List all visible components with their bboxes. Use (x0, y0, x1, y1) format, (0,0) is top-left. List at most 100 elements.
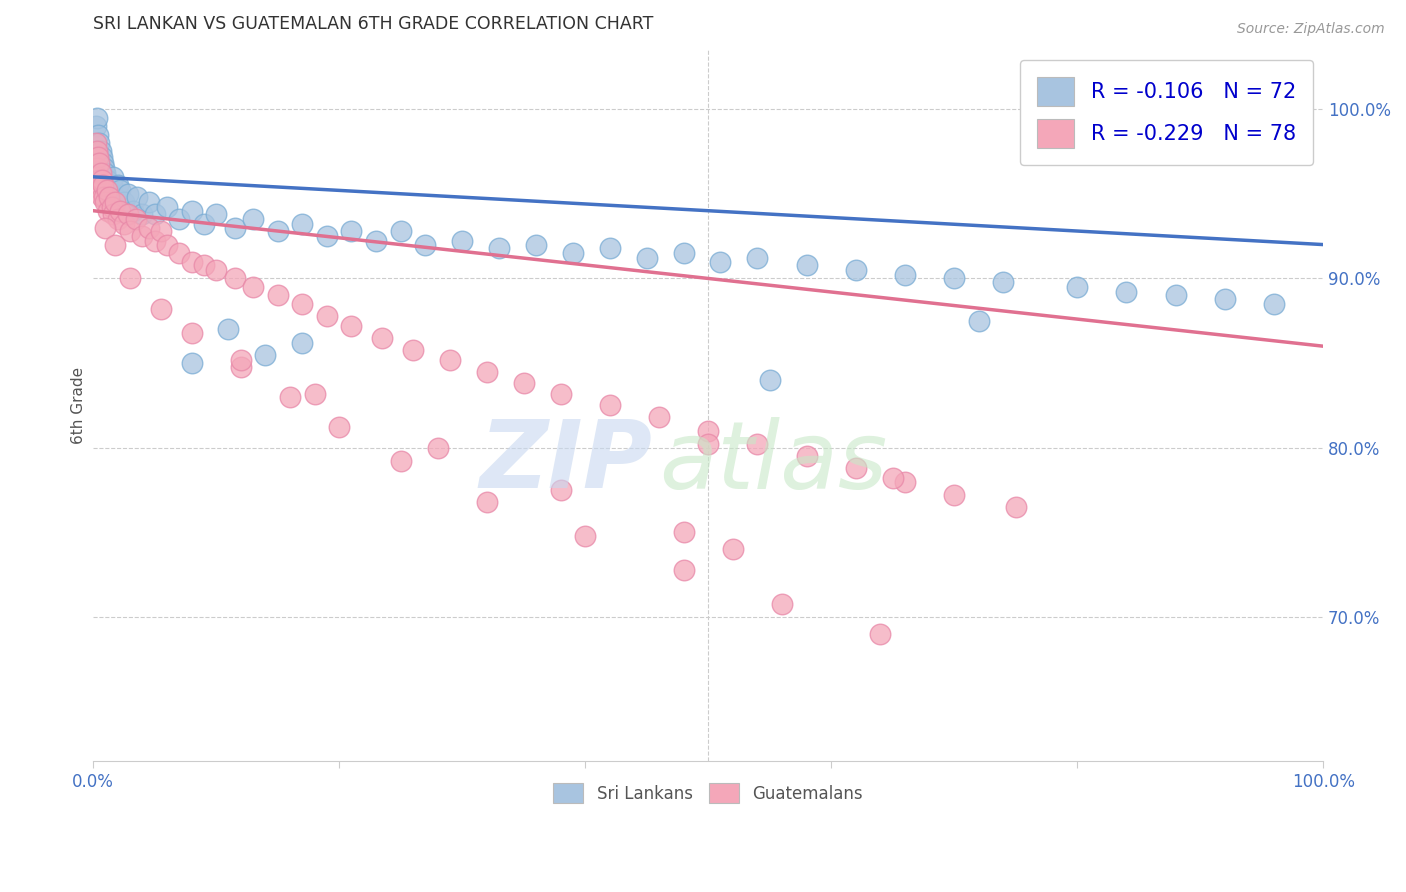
Point (180, 203, 202, 218)
Point (149, 224, 172, 238)
Point (550, 386, 572, 401)
Point (697, 424, 720, 438)
Point (266, 224, 288, 238)
Point (131, 207, 153, 221)
Point (304, 386, 326, 401)
Point (845, 263, 868, 277)
Point (648, 410, 671, 425)
Point (138, 195, 160, 210)
Point (112, 195, 135, 210)
Point (796, 258, 818, 272)
Point (100, 200, 122, 214)
Point (93, 161, 115, 176)
Point (87, 153, 110, 167)
Point (91, 156, 114, 170)
Point (1164, 288, 1187, 302)
Point (143, 207, 166, 221)
Point (205, 207, 228, 221)
Point (1115, 285, 1137, 299)
Point (524, 237, 547, 252)
Point (90, 145, 112, 159)
Point (224, 220, 246, 235)
Point (721, 542, 744, 557)
Point (943, 488, 966, 502)
Point (94, 220, 117, 235)
Point (364, 234, 387, 248)
Point (91, 173, 114, 187)
Point (770, 597, 793, 611)
Point (697, 437, 720, 451)
Point (104, 237, 127, 252)
Point (87, 128, 110, 142)
Point (242, 280, 264, 294)
Point (86, 161, 108, 176)
Point (107, 178, 129, 193)
Point (98, 190, 121, 204)
Point (1263, 297, 1285, 311)
Point (413, 237, 436, 252)
Point (131, 229, 153, 244)
Point (86, 145, 108, 159)
Point (475, 365, 498, 379)
Point (90, 161, 112, 176)
Text: SRI LANKAN VS GUATEMALAN 6TH GRADE CORRELATION CHART: SRI LANKAN VS GUATEMALAN 6TH GRADE CORRE… (93, 15, 654, 33)
Point (599, 399, 621, 413)
Point (96, 183, 118, 197)
Point (94, 183, 117, 197)
Point (180, 326, 202, 340)
Point (120, 271, 142, 285)
Point (180, 356, 202, 370)
Point (869, 627, 891, 641)
Point (993, 275, 1015, 289)
Point (96, 173, 118, 187)
Point (229, 359, 252, 374)
Point (193, 258, 215, 272)
Point (340, 224, 363, 238)
Point (672, 246, 695, 260)
Point (149, 301, 172, 316)
Point (278, 390, 301, 404)
Point (224, 271, 246, 285)
Point (550, 483, 572, 497)
Point (169, 212, 191, 227)
Point (475, 495, 498, 509)
Point (93, 190, 115, 204)
Point (943, 271, 966, 285)
Point (205, 263, 228, 277)
Point (315, 229, 337, 244)
Point (93, 178, 115, 193)
Point (894, 475, 917, 489)
Point (599, 241, 621, 255)
Point (110, 183, 132, 197)
Point (90, 183, 112, 197)
Point (315, 309, 337, 323)
Point (90, 149, 112, 163)
Point (747, 437, 769, 451)
Point (845, 461, 868, 475)
Point (100, 186, 122, 201)
Point (193, 217, 215, 231)
Point (89, 156, 111, 170)
Point (894, 268, 917, 282)
Point (110, 203, 132, 218)
Point (747, 251, 769, 265)
Point (156, 200, 179, 214)
Point (758, 373, 780, 387)
Point (169, 246, 191, 260)
Point (91, 178, 114, 193)
Point (426, 441, 449, 455)
Point (94, 195, 117, 210)
Legend: Sri Lankans, Guatemalans: Sri Lankans, Guatemalans (540, 770, 876, 817)
Point (90, 190, 112, 204)
Point (121, 203, 143, 218)
Point (98, 183, 121, 197)
Point (138, 220, 160, 235)
Point (101, 169, 124, 184)
Point (156, 237, 179, 252)
Point (107, 212, 129, 227)
Point (340, 318, 363, 333)
Point (87, 149, 110, 163)
Y-axis label: 6th Grade: 6th Grade (72, 367, 86, 444)
Point (89, 136, 111, 150)
Point (389, 454, 412, 468)
